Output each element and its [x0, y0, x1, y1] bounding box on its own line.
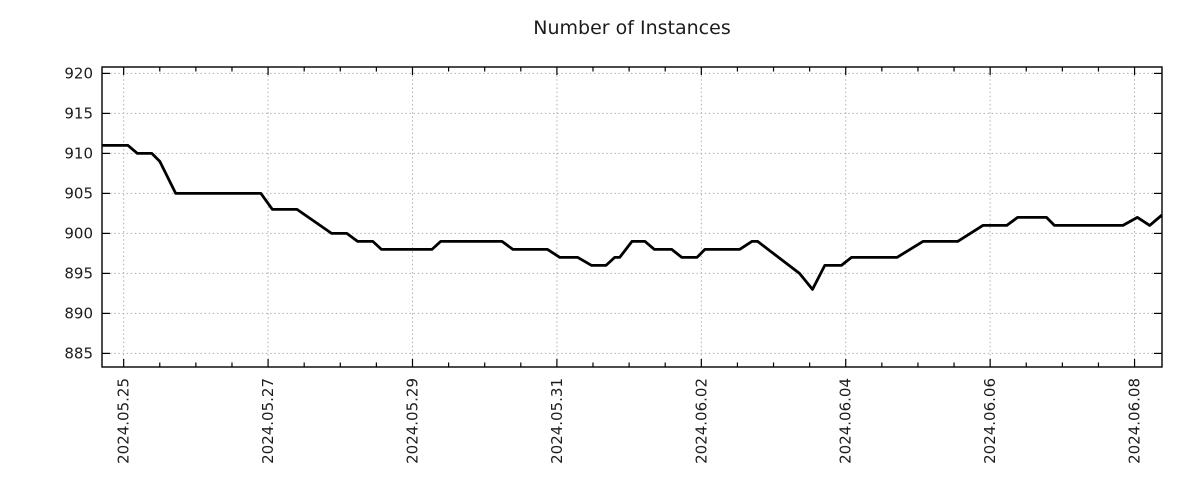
- x-tick-label: 2024.06.04: [837, 378, 855, 464]
- y-tick-label: 910: [64, 144, 93, 162]
- series-line: [102, 144, 1163, 291]
- axis-ticks: [102, 67, 1162, 367]
- x-tick-label: 2024.06.06: [981, 378, 999, 464]
- axis-tick-labels: 885 890 895 900 905 910 915 920 2024.05.25 2024.0…: [64, 64, 1143, 463]
- x-tick-label: 2024.05.27: [259, 378, 277, 464]
- plot-border: [101, 66, 1163, 368]
- y-tick-label: 915: [64, 104, 93, 122]
- y-tick-label: 885: [64, 344, 93, 362]
- y-tick-label: 905: [64, 184, 93, 202]
- y-tick-label: 890: [64, 304, 93, 322]
- chart-title: Number of Instances: [533, 17, 730, 39]
- y-tick-label: 900: [64, 224, 93, 242]
- x-tick-label: 2024.06.08: [1126, 378, 1144, 464]
- x-tick-label: 2024.05.29: [403, 378, 421, 464]
- x-tick-label: 2024.05.31: [548, 378, 566, 464]
- y-tick-label: 895: [64, 264, 93, 282]
- x-tick-label: 2024.06.02: [692, 378, 710, 464]
- y-tick-label: 920: [64, 64, 93, 82]
- gridlines: [102, 67, 1162, 367]
- x-tick-label: 2024.05.25: [115, 378, 133, 464]
